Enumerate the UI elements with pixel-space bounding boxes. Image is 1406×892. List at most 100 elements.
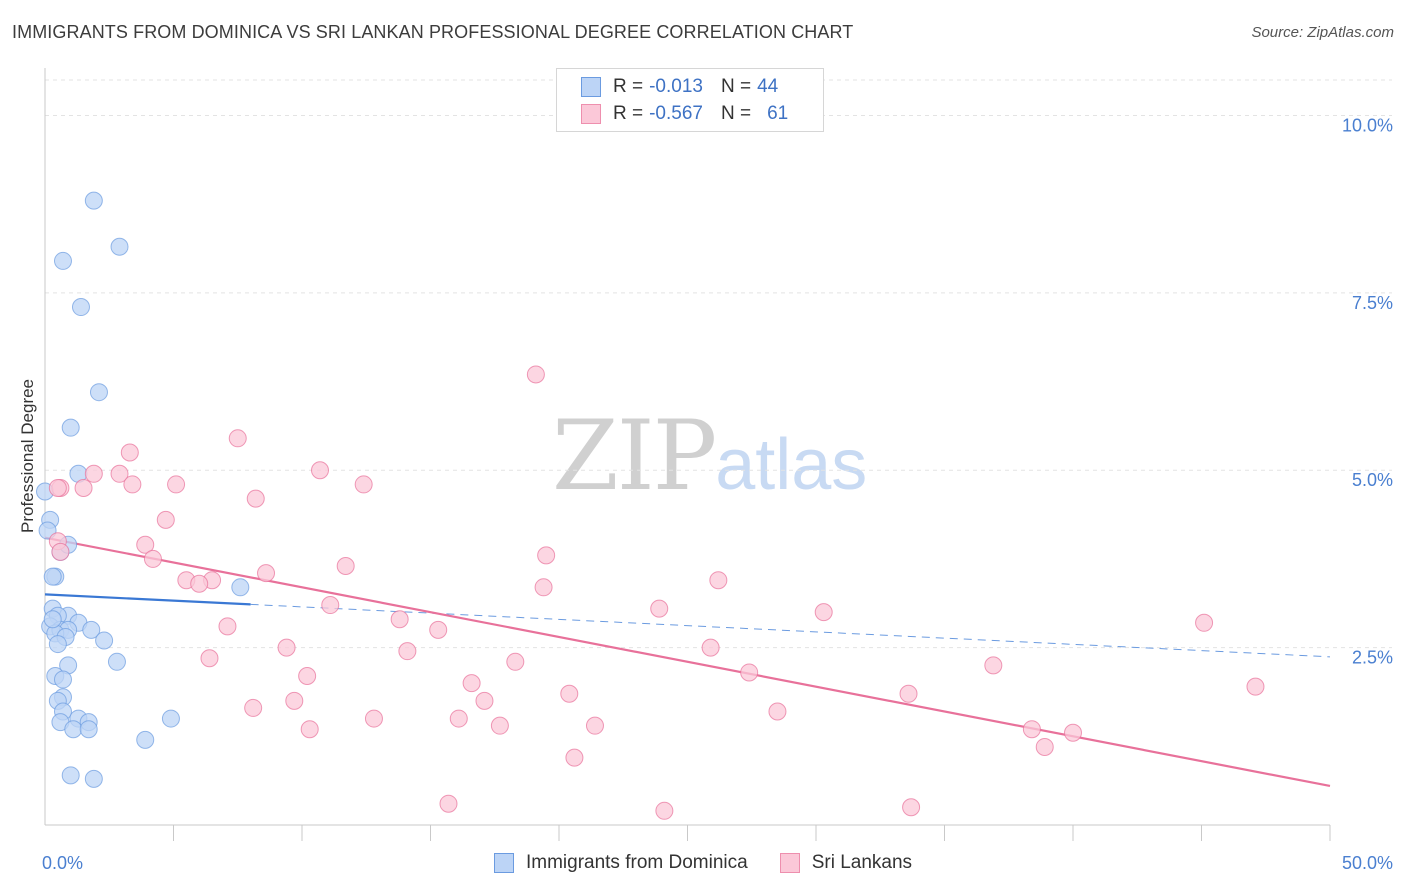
point-sri-lankan (244, 698, 263, 717)
point-sri-lankan (462, 674, 481, 693)
point-sri-lankan (439, 794, 458, 813)
point-sri-lankan (354, 475, 373, 494)
point-dominica (79, 720, 98, 739)
point-sri-lankan (167, 475, 186, 494)
point-sri-lankan (120, 443, 139, 462)
watermark: ZIPatlas (552, 400, 867, 512)
trend-line-dominica-solid (44, 593, 251, 606)
point-dominica (53, 670, 72, 689)
point-dominica (84, 769, 103, 788)
point-dominica (48, 635, 67, 654)
point-sri-lankan (899, 684, 918, 703)
point-dominica (95, 631, 114, 650)
legend-row-dominica: R = -0.013 N = 44 (581, 74, 778, 100)
r-value: -0.567 (649, 103, 703, 124)
source-credit: Source: ZipAtlas.com (1251, 24, 1394, 41)
point-sri-lankan (336, 557, 355, 576)
point-sri-lankan (136, 535, 155, 554)
point-sri-lankan (390, 610, 409, 629)
legend-item-dominica[interactable]: Immigrants from Dominica (493, 852, 748, 874)
point-sri-lankan (429, 620, 448, 639)
r-value: -0.013 (649, 76, 703, 97)
point-dominica (89, 383, 108, 402)
point-sri-lankan (364, 709, 383, 728)
legend-row-sri-lankans: R = -0.567 N = 61 (581, 101, 788, 127)
point-sri-lankan (246, 489, 265, 508)
y-tick-label: 10.0% (1342, 115, 1393, 135)
point-sri-lankan (277, 638, 296, 657)
point-sri-lankan (526, 365, 545, 384)
point-sri-lankan (650, 599, 669, 618)
point-sri-lankan (285, 691, 304, 710)
y-axis-label: Professional Degree (18, 379, 37, 533)
r-label: R = (613, 103, 644, 124)
point-sri-lankan (398, 642, 417, 661)
x-tick-label: 0.0% (42, 853, 83, 873)
point-sri-lankan (84, 464, 103, 483)
point-sri-lankan (1022, 720, 1041, 739)
point-sri-lankan (190, 574, 209, 593)
n-label: N = (720, 76, 752, 97)
point-sri-lankan (143, 549, 162, 568)
point-dominica (231, 578, 250, 597)
point-dominica (61, 418, 80, 437)
point-sri-lankan (701, 638, 720, 657)
point-sri-lankan (310, 461, 329, 480)
point-sri-lankan (655, 801, 674, 820)
point-dominica (61, 766, 80, 785)
legend-item-sri-lankans[interactable]: Sri Lankans (779, 852, 913, 874)
n-value: 44 (757, 76, 779, 97)
correlation-legend: R = -0.013 N = 44 R = -0.567 N = 61 (556, 68, 824, 132)
watermark-atlas: atlas (715, 425, 868, 505)
point-sri-lankan (709, 571, 728, 590)
point-sri-lankan (1246, 677, 1265, 696)
trend-lines (44, 536, 1331, 788)
point-sri-lankan (48, 478, 67, 497)
trend-line-sri-lankans (44, 536, 1331, 788)
point-sri-lankan (984, 656, 1003, 675)
point-sri-lankan (74, 478, 93, 497)
point-dominica (43, 610, 62, 629)
legend-swatch-sri-lankans (581, 104, 601, 124)
x-tick-label: 50.0% (1342, 853, 1393, 873)
point-sri-lankan (200, 649, 219, 668)
point-dominica (110, 237, 129, 256)
tick-labels: 2.5% 5.0% 7.5% 10.0% 0.0% 50.0% (42, 115, 1393, 873)
point-dominica (84, 191, 103, 210)
legend-swatch-dominica (493, 853, 514, 873)
point-dominica (53, 251, 72, 270)
point-dominica (43, 567, 62, 586)
point-sri-lankan (565, 748, 584, 767)
point-sri-lankan (585, 716, 604, 735)
point-sri-lankan (298, 667, 317, 685)
point-sri-lankan (449, 709, 468, 728)
point-sri-lankan (506, 652, 525, 671)
point-sri-lankan (218, 617, 237, 636)
point-sri-lankan (475, 691, 494, 710)
trend-line-dominica-dashed (250, 603, 1331, 658)
point-sri-lankan (814, 603, 833, 622)
legend-label-sri-lankans: Sri Lankans (811, 852, 913, 873)
point-sri-lankan (257, 564, 276, 583)
point-sri-lankan (300, 720, 319, 739)
point-dominica (107, 652, 126, 671)
point-sri-lankan (51, 542, 70, 561)
point-sri-lankan (321, 596, 340, 615)
point-sri-lankan (156, 510, 175, 529)
point-sri-lankan (560, 684, 579, 703)
data-points (36, 191, 1265, 820)
point-dominica (161, 709, 180, 728)
chart-title: IMMIGRANTS FROM DOMINICA VS SRI LANKAN P… (12, 22, 854, 42)
point-dominica (71, 298, 90, 317)
point-sri-lankan (768, 702, 787, 721)
point-sri-lankan (1064, 723, 1082, 742)
n-value: 61 (767, 103, 789, 124)
point-sri-lankan (534, 578, 553, 597)
y-tick-label: 5.0% (1352, 470, 1393, 490)
point-sri-lankan (1035, 737, 1054, 756)
legend-label-dominica: Immigrants from Dominica (525, 852, 748, 873)
legend-swatch-sri-lankans (779, 853, 800, 873)
point-sri-lankan (902, 798, 921, 817)
point-sri-lankan (740, 663, 759, 682)
